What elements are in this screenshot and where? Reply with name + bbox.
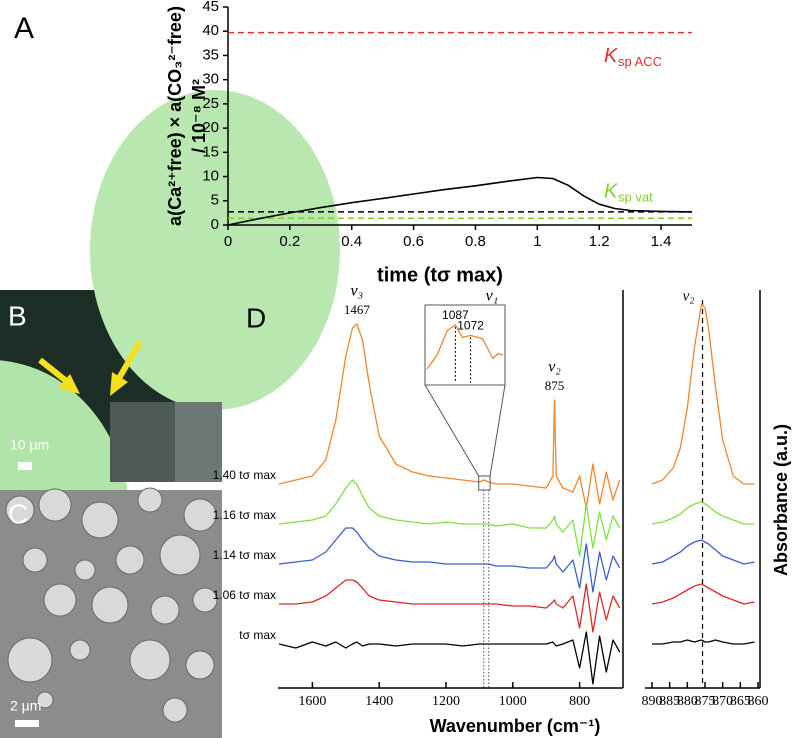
x-tick-label: 1.2 <box>589 233 610 250</box>
x-tick-label: 875 <box>695 694 716 709</box>
series-line <box>651 303 755 485</box>
panel-label: C <box>8 498 28 529</box>
x-tick-label: 0.4 <box>341 233 362 250</box>
y-tick-label: 30 <box>202 71 219 88</box>
x-tick-label: 870 <box>712 694 733 709</box>
x-tick-label: 0.6 <box>403 233 424 250</box>
x-tick-label: 0 <box>224 233 232 250</box>
peak-value: 1087 <box>442 308 469 322</box>
zoom-box <box>478 475 491 491</box>
peak-value: 1072 <box>457 319 484 333</box>
micrograph-c <box>0 487 222 738</box>
y-tick-label: 35 <box>202 46 219 63</box>
x-tick-label: 865 <box>730 694 751 709</box>
x-tick-label: 0.2 <box>279 233 300 250</box>
x-tick-label: 880 <box>677 694 698 709</box>
y-tick-label: 10 <box>202 168 219 185</box>
reference-label: ν₂ <box>683 288 695 304</box>
panel-label: B <box>8 300 27 331</box>
series-line <box>651 539 755 565</box>
x-tick-label: 1400 <box>365 694 393 709</box>
series-line <box>279 579 621 633</box>
series-label: 1.06 tσ max <box>213 588 276 602</box>
x-tick-label: 885 <box>659 694 680 709</box>
series-label: tσ max <box>239 628 276 642</box>
x-tick-label: 0.8 <box>465 233 486 250</box>
series-line <box>278 323 621 509</box>
reference-label: sp ACC <box>618 54 662 69</box>
y-tick-label: 0 <box>211 216 219 233</box>
series-label: 1.40 tσ max <box>213 468 276 482</box>
x-axis-title: time (tσ max) <box>377 264 503 286</box>
panel-label: D <box>246 302 266 333</box>
series-line <box>651 501 755 525</box>
y-axis-title: a(Ca²⁺free) × a(CO₃²⁻free) <box>165 6 185 226</box>
series-label: 1.14 tσ max <box>213 548 276 562</box>
reference-label: K <box>604 180 619 202</box>
y-tick-label: 25 <box>202 95 219 112</box>
series-line <box>278 527 621 593</box>
x-axis-title: Wavenumber (cm⁻¹) <box>430 716 601 736</box>
inset-frame <box>424 304 506 386</box>
y-tick-label: 20 <box>202 119 219 136</box>
x-tick-label: 890 <box>642 694 663 709</box>
series-line <box>278 479 621 557</box>
zoom-connector <box>424 384 480 477</box>
y-axis-title: Absorbance (a.u.) <box>771 424 791 576</box>
series-label: 1.16 tσ max <box>213 508 276 522</box>
y-tick-label: 5 <box>211 192 219 209</box>
series-line <box>652 639 755 645</box>
x-tick-label: 800 <box>569 694 590 709</box>
y-axis-title: / 10⁻⁸ M² <box>189 79 209 153</box>
series-line <box>227 176 693 226</box>
scale-bar-label: 10 µm <box>10 437 49 453</box>
series-line <box>278 631 621 685</box>
peak-label: ν₂ <box>548 359 561 376</box>
inset-line <box>426 324 504 370</box>
x-tick-label: 860 <box>748 694 769 709</box>
x-tick-label: 1200 <box>432 694 460 709</box>
zoom-connector <box>489 384 506 477</box>
scale-bar-label: 2 µm <box>10 698 41 714</box>
panel-label: A <box>14 12 34 45</box>
peak-value: 1467 <box>344 302 371 317</box>
x-tick-label: 1 <box>533 233 541 250</box>
x-tick-label: 1600 <box>298 694 326 709</box>
y-tick-label: 40 <box>202 22 219 39</box>
inset-label: ν₁ <box>486 288 499 305</box>
x-tick-label: 1.4 <box>651 233 672 250</box>
x-tick-label: 1000 <box>499 694 527 709</box>
series-line <box>651 583 755 605</box>
y-tick-label: 45 <box>202 0 219 15</box>
reference-label: sp vat <box>618 190 653 205</box>
peak-label: ν₃ <box>350 283 363 300</box>
peak-value: 875 <box>545 378 565 393</box>
y-tick-label: 15 <box>202 143 219 160</box>
reference-label: K <box>604 45 619 67</box>
